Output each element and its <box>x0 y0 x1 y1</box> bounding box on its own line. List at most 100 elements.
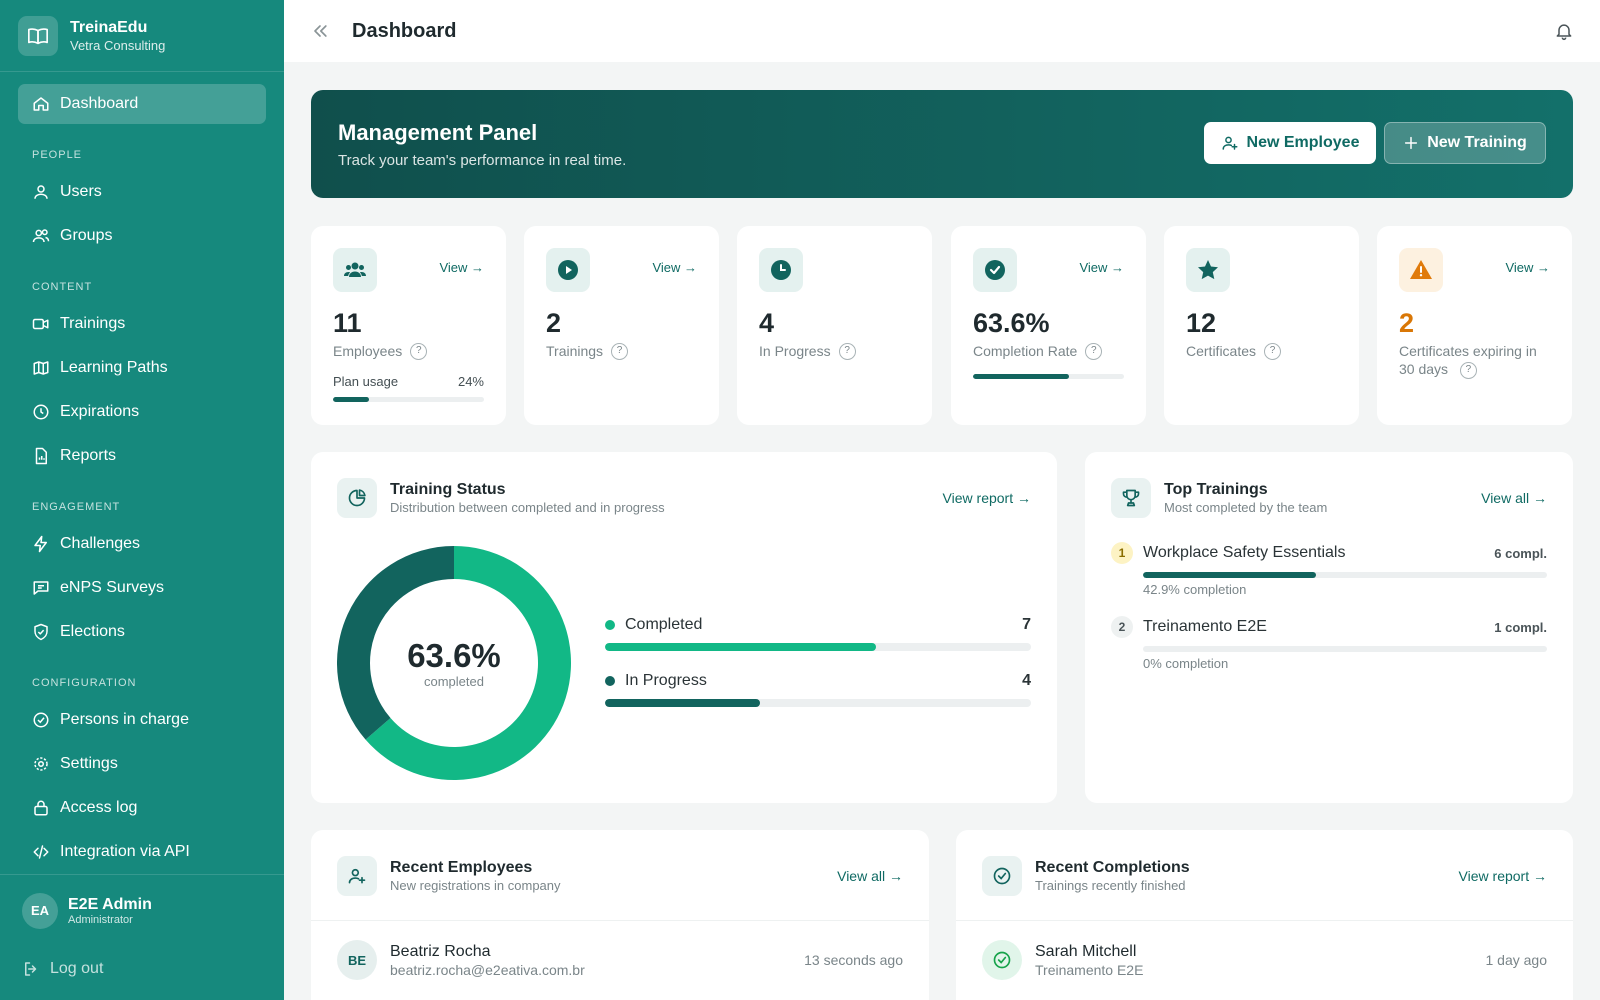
panel-header: Training Status Distribution between com… <box>311 452 1057 518</box>
user-role: Administrator <box>68 913 133 926</box>
sidebar-item-label: Elections <box>60 623 125 640</box>
legend-dot-in-progress <box>605 676 615 686</box>
sidebar-item-learning-paths[interactable]: Learning Paths <box>18 348 266 388</box>
sidebar-item-groups[interactable]: Groups <box>18 216 266 256</box>
sidebar-item-trainings[interactable]: Trainings <box>18 304 266 344</box>
video-icon <box>32 318 49 330</box>
sidebar-item-label: Groups <box>60 227 113 244</box>
stat-label-row: Certificates ? <box>1186 342 1337 360</box>
list-item[interactable]: BE Beatriz Rocha beatriz.rocha@e2eativa.… <box>337 940 903 980</box>
timestamp: 13 seconds ago <box>804 952 903 968</box>
sidebar-item-expirations[interactable]: Expirations <box>18 392 266 432</box>
logout-icon <box>25 962 37 976</box>
completion-bar <box>1143 572 1547 578</box>
view-report-link[interactable]: View report → <box>942 490 1031 506</box>
sidebar-item-reports[interactable]: Reports <box>18 436 266 476</box>
sidebar-item-label: Integration via API <box>60 843 190 860</box>
divider <box>956 920 1573 921</box>
sidebar-item-label: Access log <box>60 799 138 816</box>
panel-header: Recent Employees New registrations in co… <box>311 830 929 896</box>
plan-usage-label: Plan usage <box>333 374 399 389</box>
user-plus-icon <box>337 856 377 896</box>
new-employee-label: New Employee <box>1246 134 1360 151</box>
view-employees-link[interactable]: View → <box>439 260 484 275</box>
new-training-button[interactable]: New Training <box>1384 122 1546 164</box>
view-trainings-link[interactable]: View → <box>652 260 697 275</box>
sidebar-item-label: Dashboard <box>60 95 139 112</box>
brand-name: TreinaEdu <box>70 18 148 36</box>
donut-slice-completed[interactable] <box>365 546 571 780</box>
sidebar-item-elections[interactable]: Elections <box>18 612 266 652</box>
help-icon[interactable]: ? <box>1085 342 1103 360</box>
user-icon <box>34 185 48 199</box>
help-icon[interactable]: ? <box>410 342 428 360</box>
employee-name: Beatriz Rocha <box>390 942 491 960</box>
logout-button[interactable]: Log out <box>22 960 103 978</box>
sidebar-item-label: eNPS Surveys <box>60 579 165 596</box>
stat-label: Certificates expiring in 30 days <box>1399 343 1537 377</box>
brand[interactable]: TreinaEdu Vetra Consulting <box>0 0 284 72</box>
rank-badge: 2 <box>1111 616 1133 638</box>
help-icon[interactable]: ? <box>1459 361 1477 379</box>
training-name: Treinamento E2E <box>1143 618 1267 635</box>
stat-label-row: Completion Rate ? <box>973 342 1124 360</box>
donut-slice-in-progress[interactable] <box>336 546 454 740</box>
help-icon[interactable]: ? <box>611 342 629 360</box>
nav-section-content: CONTENT <box>32 281 93 293</box>
page-title: Dashboard <box>352 19 457 42</box>
legend-label-wrap: Completed <box>605 616 702 634</box>
home-icon <box>33 97 49 111</box>
sidebar-item-settings[interactable]: Settings <box>18 744 266 784</box>
new-employee-button[interactable]: New Employee <box>1204 122 1376 164</box>
view-all-employees-link[interactable]: View all → <box>837 868 903 884</box>
view-expiring-link[interactable]: View → <box>1505 260 1550 275</box>
sidebar-item-access-log[interactable]: Access log <box>18 788 266 828</box>
legend-value: 4 <box>1022 672 1031 689</box>
sidebar-item-enps-surveys[interactable]: eNPS Surveys <box>18 568 266 608</box>
gear-icon <box>34 757 48 771</box>
sidebar-item-dashboard[interactable]: Dashboard <box>18 84 266 124</box>
training-name: Workplace Safety Essentials <box>1143 544 1346 561</box>
sidebar-item-challenges[interactable]: Challenges <box>18 524 266 564</box>
map-icon <box>33 361 49 375</box>
help-icon[interactable]: ? <box>1264 342 1282 360</box>
sidebar-item-label: Users <box>60 183 102 200</box>
stat-card-completion-rate: View → 63.6% Completion Rate ? <box>951 226 1146 425</box>
banner-title: Management Panel <box>338 120 538 145</box>
completion-bar-fill <box>1143 572 1317 578</box>
donut-caption: completed <box>424 673 484 689</box>
bell-icon[interactable] <box>1554 20 1574 47</box>
status-donut-chart: 63.6% completed <box>336 546 571 780</box>
lightning-icon <box>34 535 47 553</box>
view-completion-link[interactable]: View → <box>1079 260 1124 275</box>
lock-icon <box>34 800 48 816</box>
sidebar-item-persons-in-charge[interactable]: Persons in charge <box>18 700 266 740</box>
sidebar-item-integration-api[interactable]: Integration via API <box>18 832 266 872</box>
check-circle-icon <box>33 712 49 728</box>
users-icon <box>333 248 377 292</box>
shield-check-icon <box>34 623 48 641</box>
sidebar-item-label: Settings <box>60 755 118 772</box>
stat-label: Certificates <box>1186 343 1257 359</box>
check-circle-icon <box>982 940 1022 980</box>
logout-label: Log out <box>50 960 104 977</box>
top-training-item[interactable]: 1 Workplace Safety Essentials 6 compl. 4… <box>1111 542 1547 597</box>
stat-card-certificates: 12 Certificates ? <box>1164 226 1359 425</box>
help-icon[interactable]: ? <box>838 342 856 360</box>
stat-value: 2 <box>1399 308 1415 338</box>
stat-label-row: In Progress ? <box>759 342 910 360</box>
view-all-trainings-link[interactable]: View all → <box>1481 490 1547 506</box>
check-circle-icon <box>982 856 1022 896</box>
stat-card-employees: View → 11 Employees ? Plan usage 24% <box>311 226 506 425</box>
list-item[interactable]: Sarah Mitchell Treinamento E2E 1 day ago <box>982 940 1547 980</box>
panel-title: Top Trainings <box>1164 481 1268 498</box>
collapse-sidebar-icon[interactable] <box>310 21 330 41</box>
sidebar-item-users[interactable]: Users <box>18 172 266 212</box>
completion-training: Treinamento E2E <box>1035 961 1144 978</box>
stat-value: 4 <box>759 308 775 338</box>
new-training-label: New Training <box>1427 134 1527 151</box>
current-user[interactable]: EA E2E Admin Administrator <box>0 874 284 934</box>
top-training-item[interactable]: 2 Treinamento E2E 1 compl. 0% completion <box>1111 616 1547 671</box>
view-completions-report-link[interactable]: View report → <box>1458 868 1547 884</box>
legend-row: In Progress 4 <box>605 672 1031 690</box>
